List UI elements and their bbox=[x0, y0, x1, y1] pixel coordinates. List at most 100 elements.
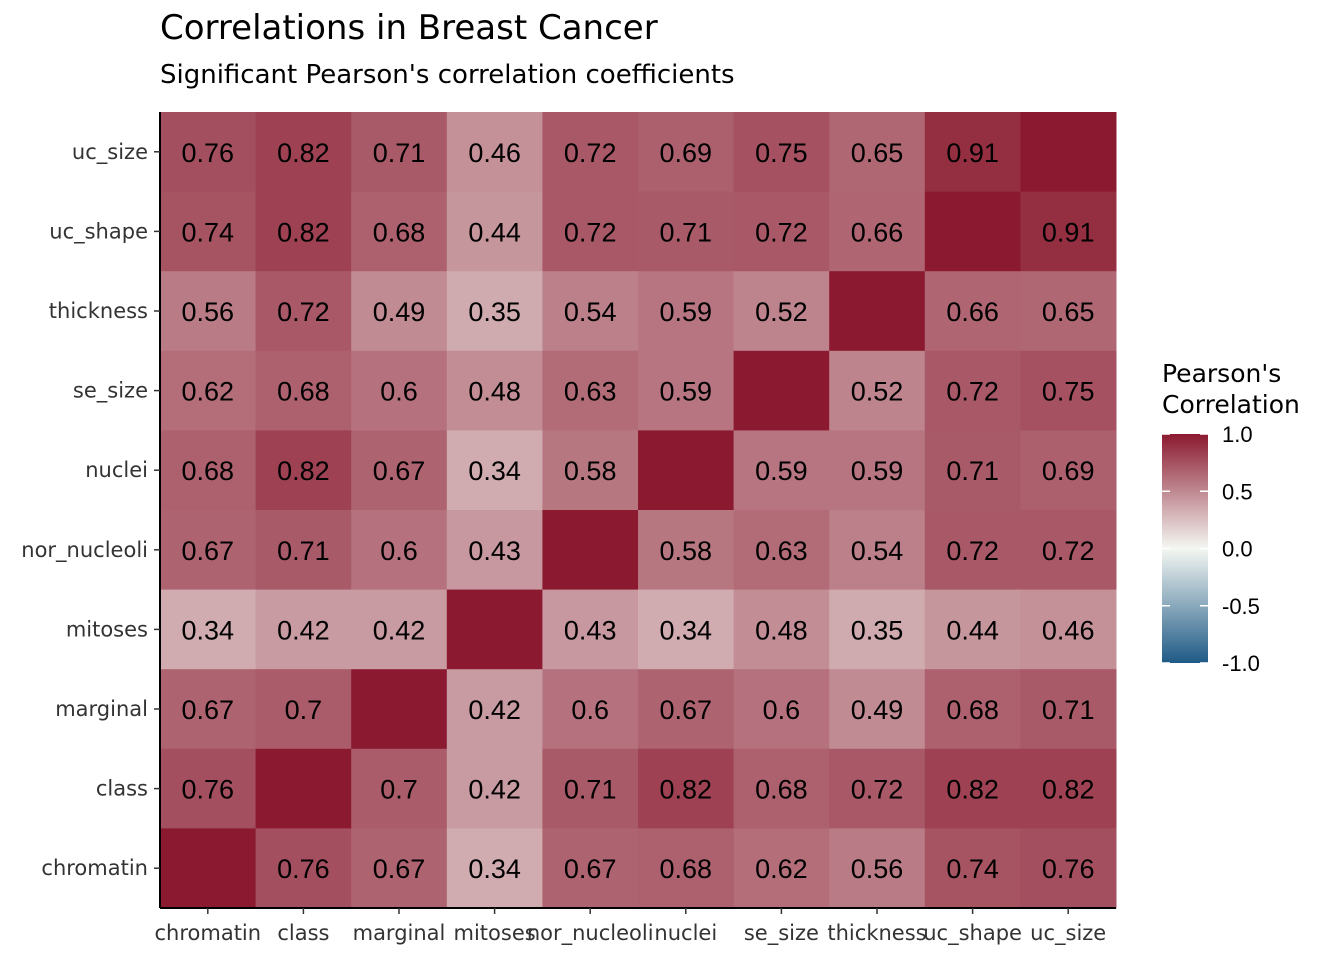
cell-value-label: 0.42 bbox=[373, 615, 426, 645]
chart-title: Correlations in Breast Cancer bbox=[160, 8, 658, 48]
cell-value-label: 0.34 bbox=[468, 456, 521, 486]
cell-value-label: 0.75 bbox=[1042, 377, 1095, 407]
x-tick-label: uc_shape bbox=[923, 921, 1022, 946]
cell-value-label: 0.62 bbox=[182, 377, 235, 407]
cell-value-label: 0.69 bbox=[660, 138, 713, 168]
y-tick-label: nor_nucleoli bbox=[21, 538, 148, 563]
heatmap-cell bbox=[255, 350, 352, 431]
heatmap-cell bbox=[351, 510, 448, 591]
heatmap-cell bbox=[924, 271, 1021, 352]
heatmap-cell bbox=[1020, 350, 1117, 431]
heatmap-cell bbox=[638, 828, 735, 909]
heatmap-cell bbox=[446, 828, 543, 909]
heatmap-cell bbox=[638, 350, 735, 431]
cell-value-label: 0.52 bbox=[851, 377, 904, 407]
heatmap-cell bbox=[446, 350, 543, 431]
cell-value-label: 0.42 bbox=[468, 695, 521, 725]
cell-value-label: 0.34 bbox=[182, 615, 235, 645]
x-tick-label: thickness bbox=[827, 921, 926, 945]
cell-value-label: 0.54 bbox=[851, 536, 904, 566]
y-tick-label: se_size bbox=[73, 379, 148, 404]
heatmap-cell bbox=[829, 748, 926, 829]
cell-value-label: 0.72 bbox=[564, 217, 617, 247]
cell-value-label: 0.66 bbox=[946, 297, 999, 327]
heatmap-cell bbox=[542, 510, 639, 591]
heatmap-cells bbox=[160, 112, 1117, 909]
heatmap-cell bbox=[160, 510, 257, 591]
cell-value-label: 0.7 bbox=[380, 775, 418, 805]
heatmap-cell bbox=[446, 589, 543, 670]
heatmap-cell bbox=[829, 669, 926, 750]
legend-title-line-1: Pearson's bbox=[1162, 359, 1282, 388]
heatmap-cell bbox=[542, 112, 639, 193]
cell-value-label: 0.76 bbox=[277, 854, 330, 884]
heatmap-cell bbox=[733, 191, 830, 272]
chart-subtitle: Significant Pearson's correlation coeffi… bbox=[160, 60, 735, 90]
heatmap-cell bbox=[255, 748, 352, 829]
x-tick-label: class bbox=[277, 921, 329, 945]
heatmap-cell bbox=[351, 350, 448, 431]
heatmap-cell bbox=[733, 112, 830, 193]
heatmap-cell bbox=[829, 271, 926, 352]
cell-value-label: 0.71 bbox=[946, 456, 999, 486]
heatmap-cell bbox=[446, 191, 543, 272]
heatmap-cell bbox=[351, 191, 448, 272]
cell-value-label: 0.91 bbox=[1042, 217, 1095, 247]
legend-tick-label: 0.0 bbox=[1222, 537, 1253, 562]
cell-value-label: 0.44 bbox=[468, 217, 521, 247]
cell-value-label: 0.76 bbox=[182, 775, 235, 805]
cell-value-label: 0.68 bbox=[660, 854, 713, 884]
heatmap-cell bbox=[255, 669, 352, 750]
cell-value-label: 0.74 bbox=[946, 854, 999, 884]
heatmap-cell bbox=[638, 271, 735, 352]
legend-title-line-2: Correlation bbox=[1162, 390, 1300, 419]
cell-value-label: 0.7 bbox=[285, 695, 323, 725]
y-tick-label: chromatin bbox=[41, 856, 148, 880]
cell-value-label: 0.6 bbox=[571, 695, 609, 725]
heatmap-cell bbox=[1020, 430, 1117, 511]
heatmap-cell bbox=[542, 748, 639, 829]
cell-value-label: 0.35 bbox=[468, 297, 521, 327]
cell-value-label: 0.44 bbox=[946, 615, 999, 645]
heatmap-cell bbox=[638, 112, 735, 193]
heatmap-cell bbox=[446, 271, 543, 352]
heatmap-cell bbox=[829, 510, 926, 591]
heatmap-cell bbox=[924, 828, 1021, 909]
cell-value-label: 0.82 bbox=[277, 456, 330, 486]
cell-value-label: 0.72 bbox=[851, 775, 904, 805]
heatmap-cell bbox=[924, 191, 1021, 272]
cell-value-label: 0.82 bbox=[277, 217, 330, 247]
y-tick-label: uc_shape bbox=[49, 219, 148, 244]
cell-value-label: 0.72 bbox=[564, 138, 617, 168]
heatmap-cell bbox=[160, 669, 257, 750]
cell-value-label: 0.6 bbox=[380, 536, 418, 566]
cell-value-label: 0.65 bbox=[851, 138, 904, 168]
heatmap-cell bbox=[638, 748, 735, 829]
heatmap-cell bbox=[829, 430, 926, 511]
heatmap-cell bbox=[542, 191, 639, 272]
cell-value-label: 0.59 bbox=[755, 456, 808, 486]
heatmap-cell bbox=[733, 430, 830, 511]
cell-value-label: 0.82 bbox=[660, 775, 713, 805]
heatmap-cell bbox=[160, 112, 257, 193]
cell-value-label: 0.48 bbox=[755, 615, 808, 645]
heatmap-cell bbox=[733, 271, 830, 352]
cell-value-label: 0.59 bbox=[660, 377, 713, 407]
heatmap-cell bbox=[351, 589, 448, 670]
cell-value-label: 0.54 bbox=[564, 297, 617, 327]
x-tick-label: mitoses bbox=[454, 921, 536, 945]
x-tick-label: uc_size bbox=[1030, 921, 1106, 946]
heatmap-cell bbox=[255, 112, 352, 193]
cell-value-label: 0.56 bbox=[851, 854, 904, 884]
heatmap-cell bbox=[351, 430, 448, 511]
heatmap-cell bbox=[924, 669, 1021, 750]
heatmap-cell bbox=[255, 828, 352, 909]
y-tick-label: class bbox=[96, 777, 148, 801]
cell-value-label: 0.71 bbox=[373, 138, 426, 168]
heatmap-cell bbox=[924, 589, 1021, 670]
cell-value-label: 0.34 bbox=[468, 854, 521, 884]
heatmap-cell bbox=[542, 430, 639, 511]
cell-value-label: 0.69 bbox=[1042, 456, 1095, 486]
heatmap-cell bbox=[542, 350, 639, 431]
